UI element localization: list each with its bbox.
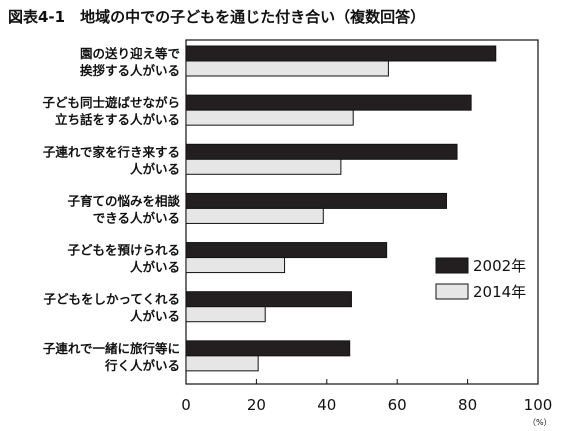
bar-2002年 — [185, 94, 472, 111]
x-tick-label: 100 — [524, 396, 553, 414]
bar-2014年 — [185, 355, 259, 372]
bar-2014年 — [185, 60, 389, 77]
legend-label: 2014年 — [473, 283, 526, 301]
x-tick-label: 0 — [181, 396, 191, 414]
category-label: 子育ての悩みを相談 — [67, 193, 180, 208]
category-label: できる人がいる — [93, 210, 180, 225]
category-label: 子ども同士遊ばせながら — [42, 95, 180, 110]
bar-2002年 — [185, 45, 497, 62]
legend: 2002年 2014年 — [435, 257, 526, 301]
category-label: 子連れで家を行き来する — [43, 144, 180, 159]
bar-2014年 — [185, 207, 324, 224]
bar-2014年 — [185, 158, 342, 175]
bar-2002年 — [185, 340, 351, 357]
category-label: 人がいる — [130, 309, 180, 324]
x-axis-ticks: 0 20 40 60 80 100 — [181, 379, 552, 414]
category-label: 挨拶する人がいる — [80, 63, 180, 78]
x-tick-label: 40 — [317, 396, 336, 414]
x-tick-label: 60 — [388, 396, 407, 414]
category-labels: 園の送り迎え等で挨拶する人がいる子ども同士遊ばせながら立ち話をする人がいる子連れ… — [42, 46, 180, 373]
category-label: 子どもを預けられる — [67, 243, 180, 258]
bars — [185, 45, 497, 372]
bar-2002年 — [185, 192, 447, 209]
category-label: 人がいる — [130, 260, 180, 275]
x-axis-unit: （%） — [528, 418, 552, 427]
bar-2014年 — [185, 306, 266, 323]
x-tick-label: 20 — [247, 396, 266, 414]
category-label: 立ち話をする人がいる — [55, 112, 180, 127]
chart-title: 図表4-1 地域の中での子どもを通じた付き合い（複数回答） — [8, 8, 425, 26]
category-label: 人がいる — [130, 161, 180, 176]
bar-2002年 — [185, 242, 388, 259]
category-label: 子連れで一緒に旅行等に — [43, 341, 180, 356]
legend-label: 2002年 — [473, 257, 526, 275]
category-label: 子どもをしかってくれる — [43, 292, 180, 307]
legend-swatch — [435, 283, 469, 300]
bar-2014年 — [185, 109, 354, 126]
category-label: 行く人がいる — [104, 358, 180, 373]
x-tick-label: 80 — [458, 396, 477, 414]
category-label: 園の送り迎え等で — [80, 46, 180, 61]
bar-2014年 — [185, 257, 286, 274]
bar-2002年 — [185, 291, 352, 308]
bar-2002年 — [185, 143, 458, 160]
legend-swatch — [435, 257, 469, 274]
